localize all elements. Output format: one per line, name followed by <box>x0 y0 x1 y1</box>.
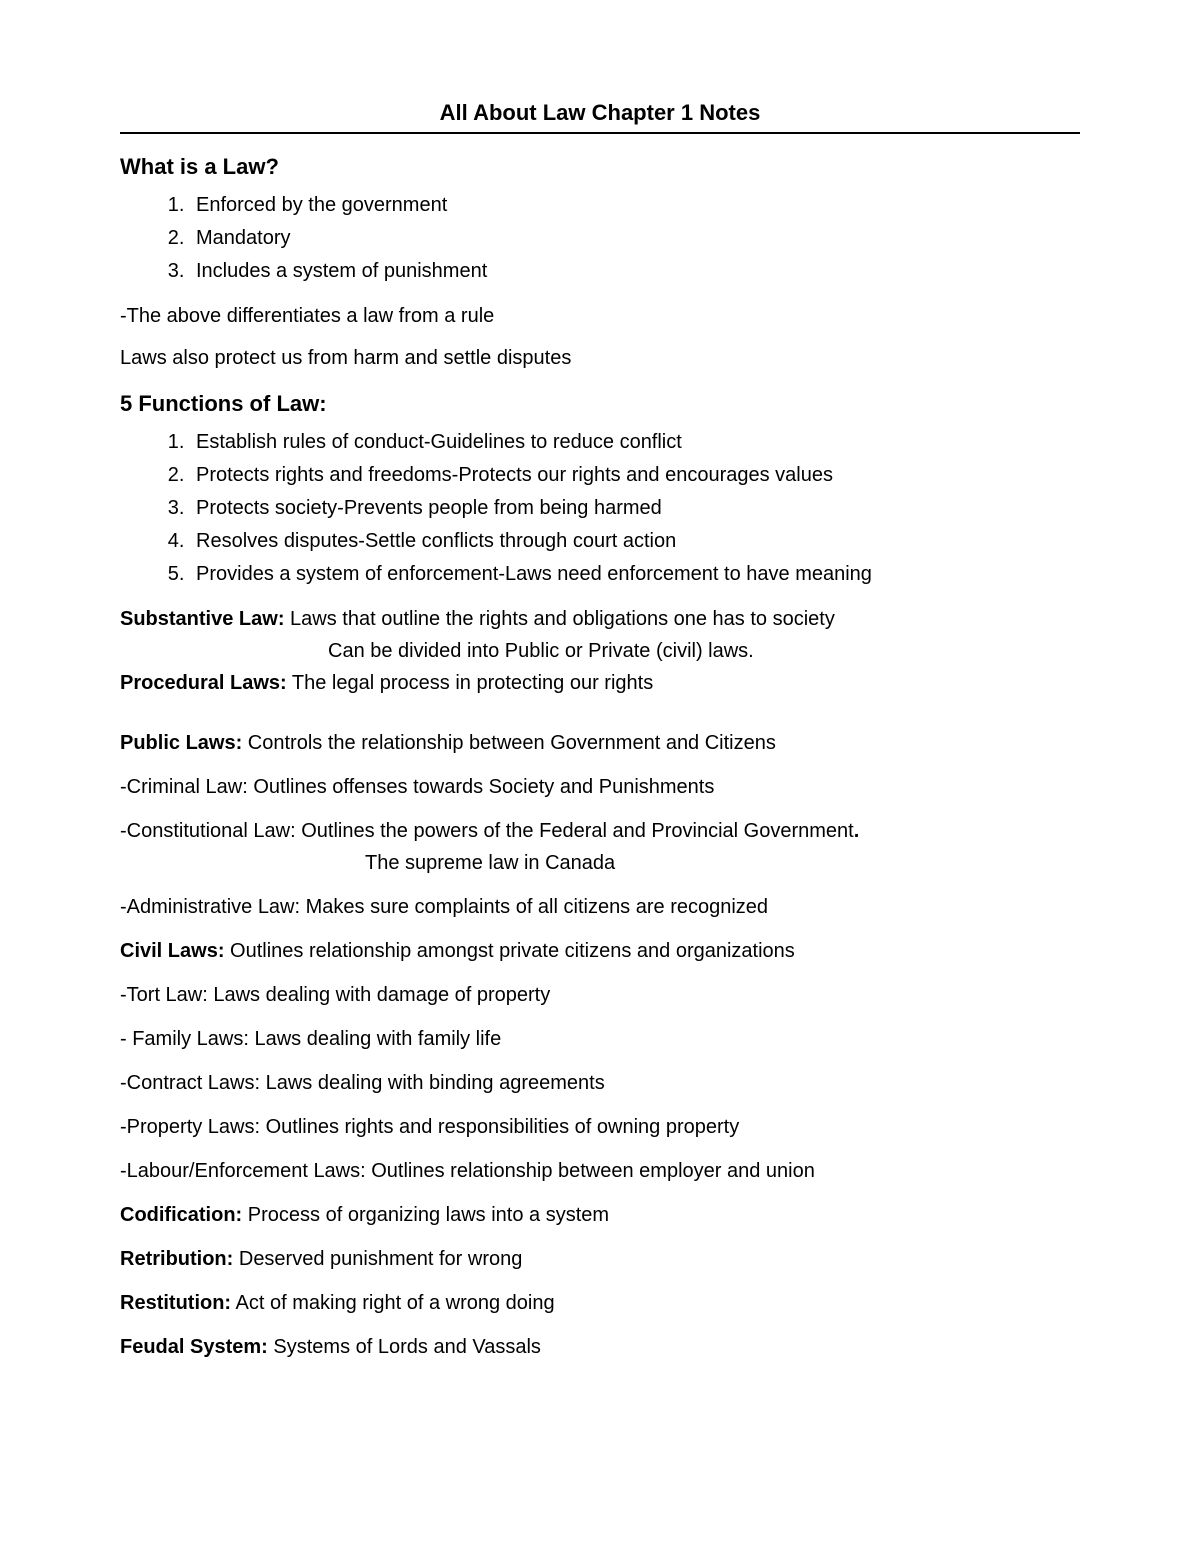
list-item: Resolves disputes-Settle conflicts throu… <box>190 526 1080 557</box>
spacer <box>120 700 1080 714</box>
page-title: All About Law Chapter 1 Notes <box>120 100 1080 134</box>
list-item: Includes a system of punishment <box>190 256 1080 287</box>
section2-list: Establish rules of conduct-Guidelines to… <box>120 427 1080 590</box>
constitutional-law-line1: -Constitutional Law: Outlines the powers… <box>120 816 1080 846</box>
procedural-law-line: Procedural Laws: The legal process in pr… <box>120 668 1080 698</box>
civil-laws-line: Civil Laws: Outlines relationship amongs… <box>120 936 1080 966</box>
document-page: All About Law Chapter 1 Notes What is a … <box>0 0 1200 1553</box>
retribution-line: Retribution: Deserved punishment for wro… <box>120 1244 1080 1274</box>
list-item: Provides a system of enforcement-Laws ne… <box>190 559 1080 590</box>
contract-law-line: -Contract Laws: Laws dealing with bindin… <box>120 1068 1080 1098</box>
criminal-law-line: -Criminal Law: Outlines offenses towards… <box>120 772 1080 802</box>
codification-line: Codification: Process of organizing laws… <box>120 1200 1080 1230</box>
family-law-line: - Family Laws: Laws dealing with family … <box>120 1024 1080 1054</box>
list-item: Mandatory <box>190 223 1080 254</box>
constitutional-law-line2: The supreme law in Canada <box>120 848 1080 878</box>
term-def: Deserved punishment for wrong <box>233 1248 522 1270</box>
list-item: Establish rules of conduct-Guidelines to… <box>190 427 1080 458</box>
constitutional-pre: -Constitutional Law: Outlines the powers… <box>120 820 854 842</box>
term-label: Feudal System: <box>120 1336 268 1358</box>
term-label: Retribution: <box>120 1248 233 1270</box>
term-label: Codification: <box>120 1204 242 1226</box>
feudal-system-line: Feudal System: Systems of Lords and Vass… <box>120 1332 1080 1362</box>
list-item: Protects society-Prevents people from be… <box>190 493 1080 524</box>
tort-law-line: -Tort Law: Laws dealing with damage of p… <box>120 980 1080 1010</box>
constitutional-dot: . <box>854 820 860 842</box>
public-laws-line: Public Laws: Controls the relationship b… <box>120 728 1080 758</box>
restitution-line: Restitution: Act of making right of a wr… <box>120 1288 1080 1318</box>
section1-note1: -The above differentiates a law from a r… <box>120 301 1080 331</box>
term-label: Restitution: <box>120 1292 231 1314</box>
list-item: Protects rights and freedoms-Protects ou… <box>190 460 1080 491</box>
section1-list: Enforced by the government Mandatory Inc… <box>120 190 1080 287</box>
list-item: Enforced by the government <box>190 190 1080 221</box>
administrative-law-line: -Administrative Law: Makes sure complain… <box>120 892 1080 922</box>
term-label: Civil Laws: <box>120 940 224 962</box>
term-label: Procedural Laws: <box>120 672 287 694</box>
term-def: Outlines relationship amongst private ci… <box>224 940 794 962</box>
term-def: The legal process in protecting our righ… <box>287 672 654 694</box>
term-label: Substantive Law: <box>120 608 284 630</box>
term-def: Process of organizing laws into a system <box>242 1204 609 1226</box>
labour-law-line: -Labour/Enforcement Laws: Outlines relat… <box>120 1156 1080 1186</box>
substantive-law-cont: Can be divided into Public or Private (c… <box>120 636 1080 666</box>
section1-note2: Laws also protect us from harm and settl… <box>120 343 1080 373</box>
term-def: Act of making right of a wrong doing <box>231 1292 555 1314</box>
term-label: Public Laws: <box>120 732 242 754</box>
substantive-law-line: Substantive Law: Laws that outline the r… <box>120 604 1080 634</box>
term-def: Systems of Lords and Vassals <box>268 1336 541 1358</box>
section1-heading: What is a Law? <box>120 154 1080 180</box>
section2-heading: 5 Functions of Law: <box>120 391 1080 417</box>
property-law-line: -Property Laws: Outlines rights and resp… <box>120 1112 1080 1142</box>
term-def: Laws that outline the rights and obligat… <box>284 608 834 630</box>
term-def: Controls the relationship between Govern… <box>242 732 776 754</box>
